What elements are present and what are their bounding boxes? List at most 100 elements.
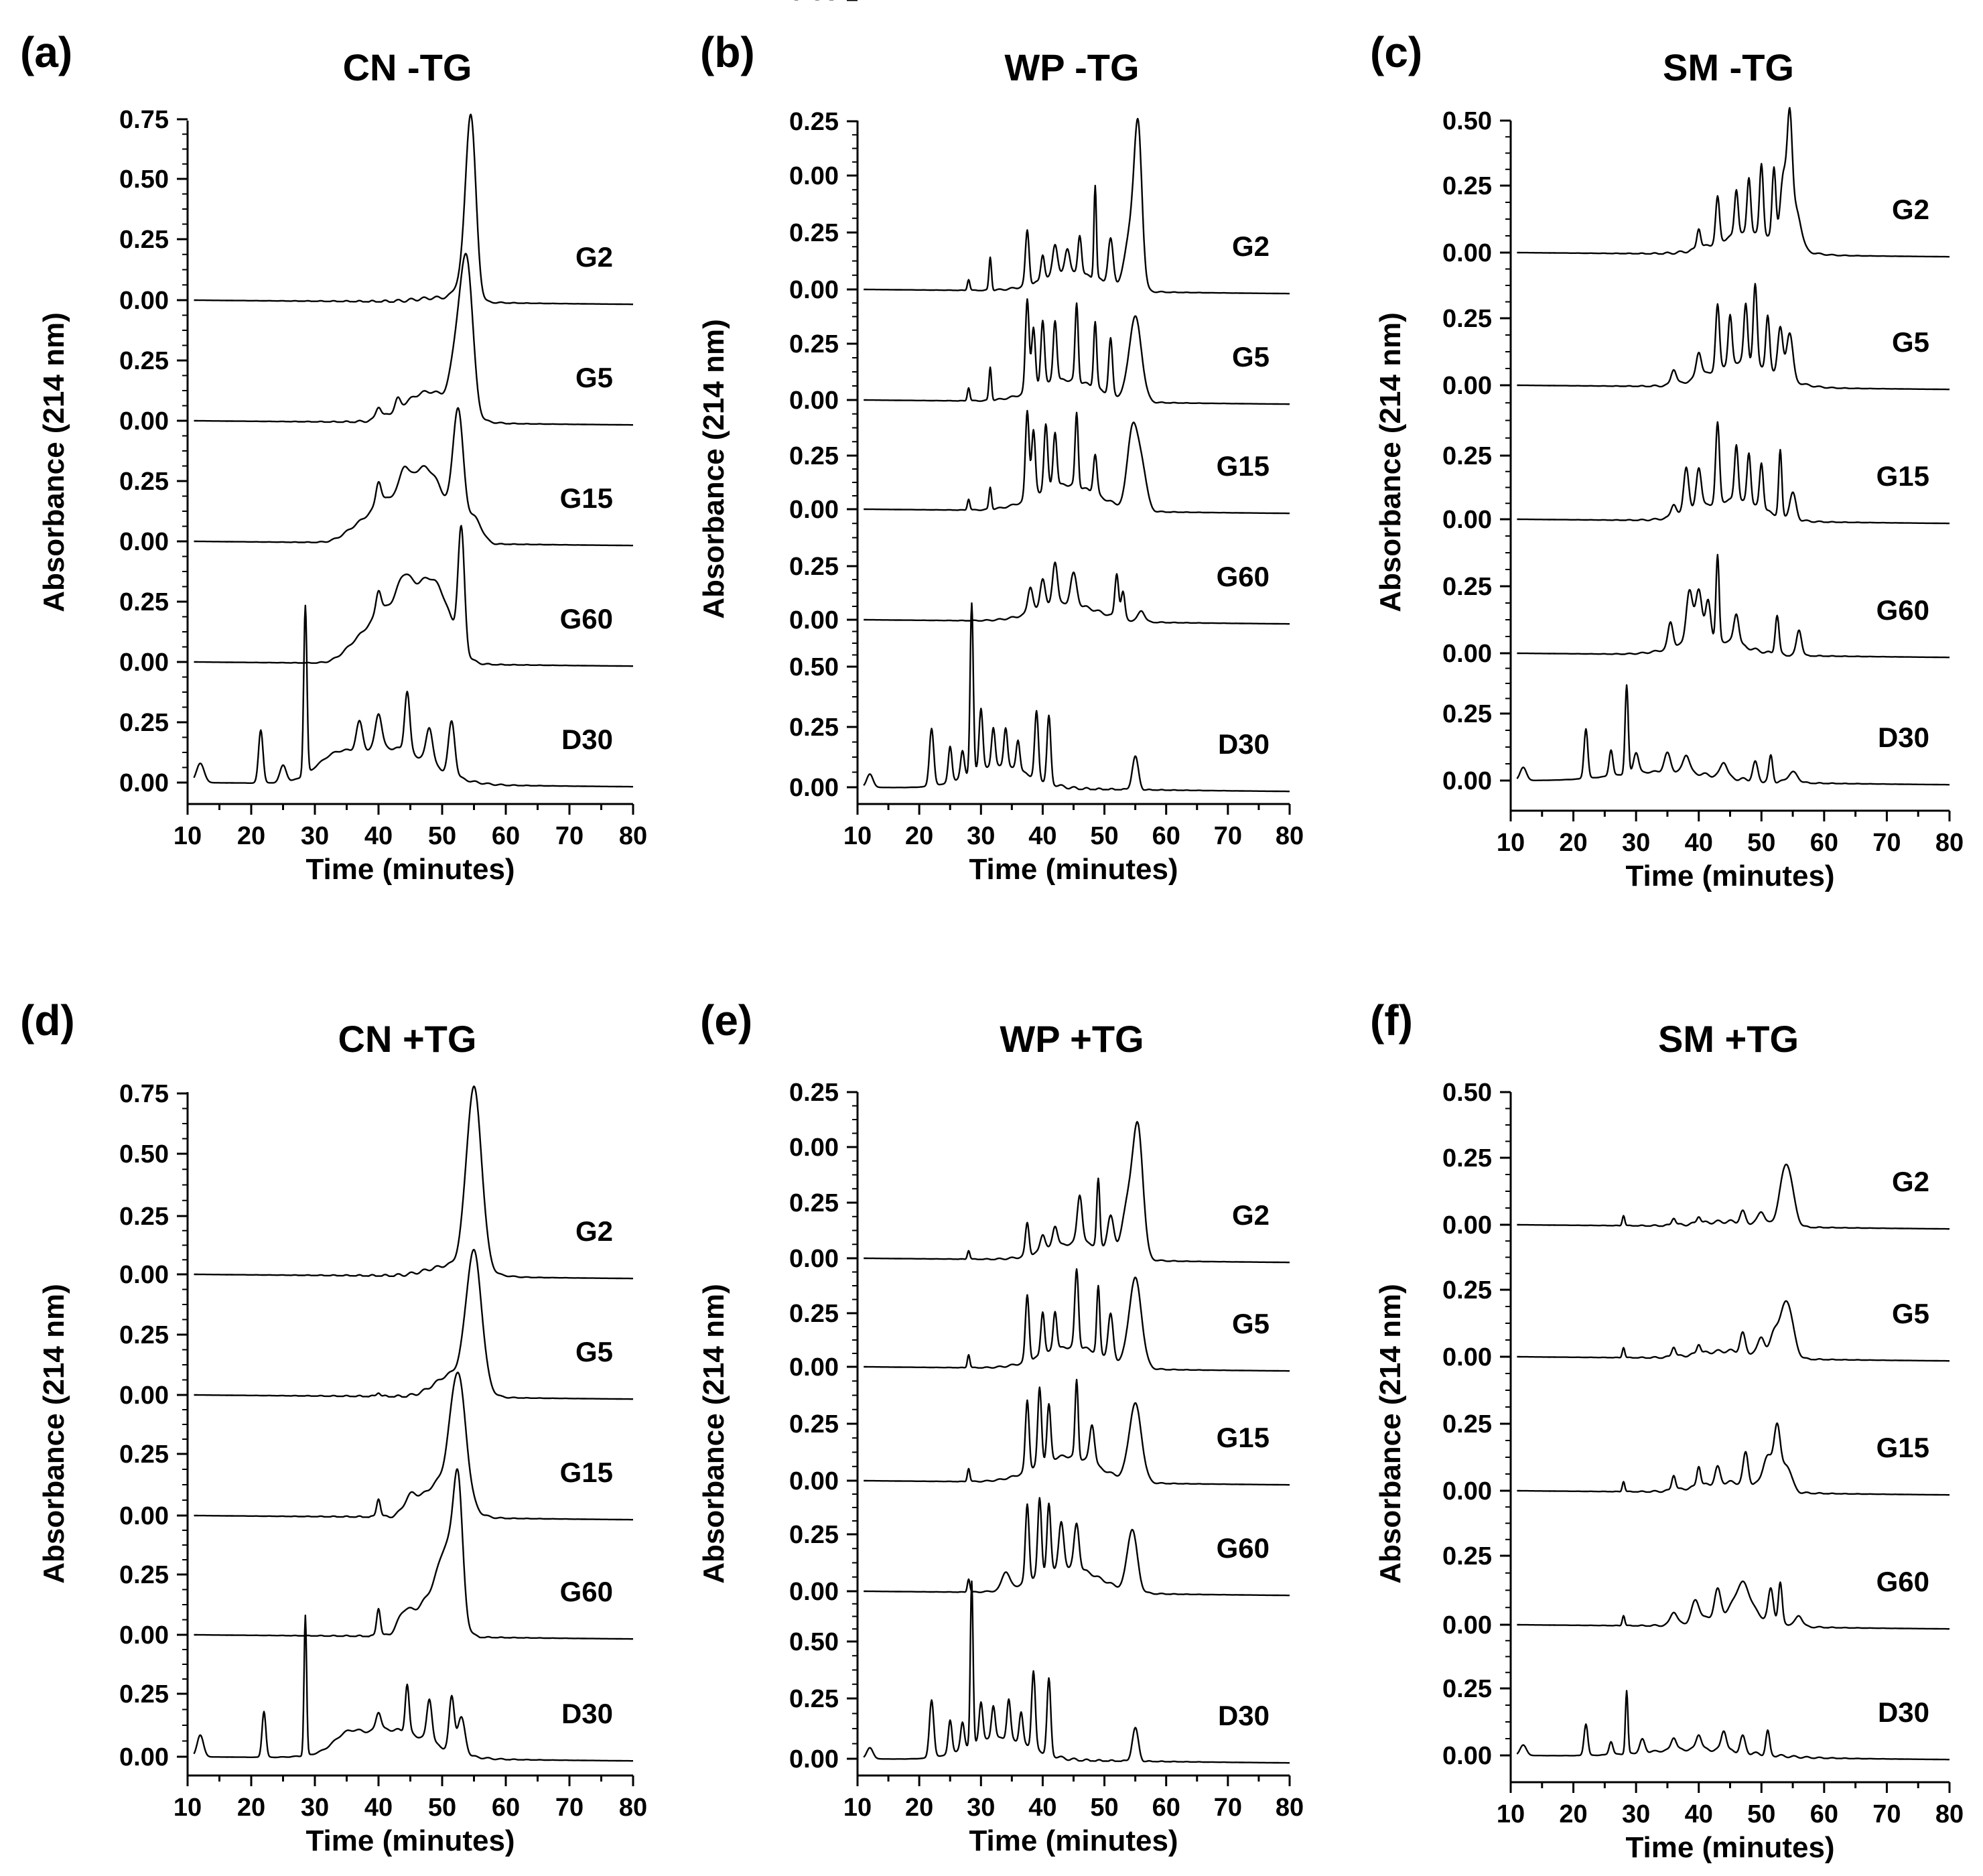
x-tick-label: 60 — [1152, 1794, 1180, 1822]
trace-d30 — [863, 602, 1290, 793]
trace-g15 — [863, 1378, 1290, 1486]
y-tick-label: 0.00 — [1442, 1477, 1492, 1505]
trace-label-g2: G2 — [1892, 194, 1929, 225]
x-axis-label: Time (minutes) — [305, 853, 515, 886]
x-tick-label: 20 — [905, 1794, 933, 1822]
x-tick-label: 80 — [1276, 1794, 1304, 1822]
trace-d30 — [1516, 684, 1950, 786]
trace-label-d30: D30 — [561, 1698, 613, 1729]
y-tick-label: 0.00 — [789, 1745, 839, 1773]
trace-g15 — [1517, 421, 1950, 525]
x-tick-label: 70 — [1872, 1800, 1901, 1828]
x-tick-label: 70 — [555, 1794, 584, 1822]
x-tick-label: 10 — [843, 1794, 872, 1822]
panel-title: WP -TG — [1004, 46, 1139, 88]
y-tick-label: 0.25 — [119, 1321, 169, 1349]
trace-label-g5: G5 — [575, 1336, 613, 1367]
y-tick-label: 0.25 — [1442, 1144, 1492, 1172]
y-tick-label: 0.00 — [119, 649, 169, 677]
chart-panel-b: (b) WP -TG 10 20 30 40 50 60 70 80 0.00 0.25 0.50 0.0… — [697, 0, 1304, 886]
y-tick-label: 0.00 — [789, 774, 839, 802]
y-tick-label: 0.00 — [1442, 1611, 1492, 1639]
y-axis-label: Absorbance (214 nm) — [38, 1284, 70, 1583]
x-tick-label: 80 — [1935, 1800, 1964, 1828]
x-tick-label: 70 — [1872, 829, 1901, 857]
panel-title: WP +TG — [1000, 1018, 1144, 1060]
trace-g5 — [194, 1248, 634, 1400]
y-tick-label: 0.50 — [1442, 1079, 1492, 1107]
y-tick-label: 0.50 — [119, 165, 169, 194]
y-tick-label: 0.75 — [789, 0, 839, 6]
x-tick-label: 10 — [174, 822, 202, 850]
y-tick-label: 0.00 — [789, 1245, 839, 1273]
x-tick-label: 60 — [492, 822, 520, 850]
x-tick-label: 20 — [1559, 829, 1587, 857]
trace-g60 — [863, 1497, 1290, 1597]
x-tick-label: 30 — [301, 822, 329, 850]
x-tick-label: 30 — [967, 822, 995, 850]
y-tick-label: 0.00 — [789, 1467, 839, 1495]
y-tick-label: 0.25 — [1442, 172, 1492, 200]
trace-label-g60: G60 — [560, 1576, 613, 1607]
y-tick-label: 0.25 — [1442, 700, 1492, 728]
trace-g15 — [1517, 1422, 1950, 1496]
y-axis-label: Absorbance (214 nm) — [697, 319, 730, 618]
y-tick-label: 0.25 — [789, 1300, 839, 1328]
y-tick-label: 0.25 — [789, 1521, 839, 1549]
y-tick-label: 0.00 — [789, 496, 839, 524]
trace-g15 — [194, 1371, 634, 1521]
trace-label-d30: D30 — [561, 724, 613, 755]
y-tick-label: 0.25 — [119, 468, 169, 496]
x-tick-label: 70 — [555, 822, 584, 850]
y-tick-label: 0.50 — [789, 1628, 839, 1656]
y-tick-label: 0.25 — [789, 330, 839, 358]
trace-d30 — [863, 1580, 1290, 1764]
y-tick-label: 0.25 — [789, 108, 839, 136]
trace-label-g60: G60 — [1217, 561, 1270, 592]
trace-g2 — [194, 1085, 634, 1280]
x-tick-label: 80 — [619, 1794, 647, 1822]
y-tick-label: 0.50 — [789, 0, 839, 6]
y-tick-label: 0.00 — [1442, 239, 1492, 267]
chart-panel-d: (d) CN +TG 10 20 30 40 50 60 70 80 0.00 0.25 0.00 0.2… — [20, 996, 647, 1857]
trace-label-g5: G5 — [1892, 1298, 1929, 1329]
y-tick-label: 0.00 — [789, 162, 839, 190]
y-tick-label: 0.25 — [789, 714, 839, 742]
y-tick-label: 0.00 — [789, 1353, 839, 1382]
trace-g60 — [1517, 1581, 1950, 1630]
x-tick-label: 80 — [619, 822, 647, 850]
y-tick-label: 0.25 — [1442, 1410, 1492, 1438]
x-tick-label: 40 — [364, 822, 393, 850]
y-tick-label: 0.25 — [119, 709, 169, 737]
x-tick-label: 20 — [237, 822, 265, 850]
panel-letter: (e) — [700, 996, 752, 1045]
trace-label-d30: D30 — [1878, 1696, 1929, 1728]
trace-label-g5: G5 — [575, 362, 613, 393]
y-axis-label: Absorbance (214 nm) — [1374, 1284, 1407, 1583]
x-tick-label: 50 — [428, 822, 456, 850]
y-tick-label: 0.25 — [119, 588, 169, 616]
trace-label-g60: G60 — [1217, 1532, 1270, 1564]
x-tick-label: 30 — [967, 1794, 995, 1822]
x-tick-label: 80 — [1276, 822, 1304, 850]
trace-g15 — [194, 407, 634, 547]
x-tick-label: 70 — [1214, 822, 1242, 850]
trace-label-g60: G60 — [1876, 1566, 1929, 1597]
y-tick-label: 0.50 — [119, 1140, 169, 1168]
trace-g60 — [194, 525, 634, 667]
y-tick-label: 0.25 — [1442, 1276, 1492, 1304]
x-tick-label: 40 — [364, 1794, 393, 1822]
y-tick-label: 0.00 — [1442, 1343, 1492, 1371]
y-tick-label: 0.00 — [119, 1743, 169, 1771]
trace-label-g15: G15 — [1876, 1432, 1929, 1463]
trace-label-g2: G2 — [1232, 1199, 1270, 1231]
y-tick-label: 0.00 — [1442, 1211, 1492, 1240]
x-axis-label: Time (minutes) — [969, 1824, 1178, 1857]
y-tick-label: 0.25 — [1442, 1675, 1492, 1703]
trace-g15 — [863, 409, 1290, 515]
y-tick-label: 0.00 — [789, 606, 839, 634]
y-tick-label: 0.00 — [789, 1134, 839, 1162]
y-tick-label: 0.00 — [1442, 640, 1492, 668]
x-tick-label: 40 — [1685, 1800, 1713, 1828]
trace-g5 — [194, 253, 634, 426]
